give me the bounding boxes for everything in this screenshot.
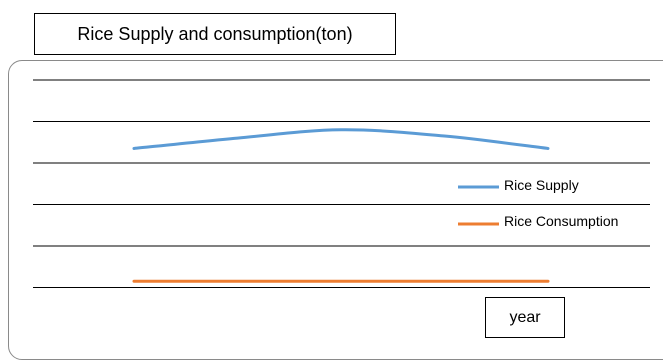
legend-label-rice-consumption: Rice Consumption xyxy=(504,213,619,229)
series-lines xyxy=(132,128,550,283)
x-axis-label: year xyxy=(485,297,565,338)
gridlines xyxy=(33,79,650,288)
legend-keys xyxy=(458,185,499,226)
series-line-rice-supply xyxy=(132,128,550,150)
legend-label-rice-supply: Rice Supply xyxy=(504,177,579,193)
chart-title: Rice Supply and consumption(ton) xyxy=(34,13,396,55)
line-chart xyxy=(33,79,650,288)
